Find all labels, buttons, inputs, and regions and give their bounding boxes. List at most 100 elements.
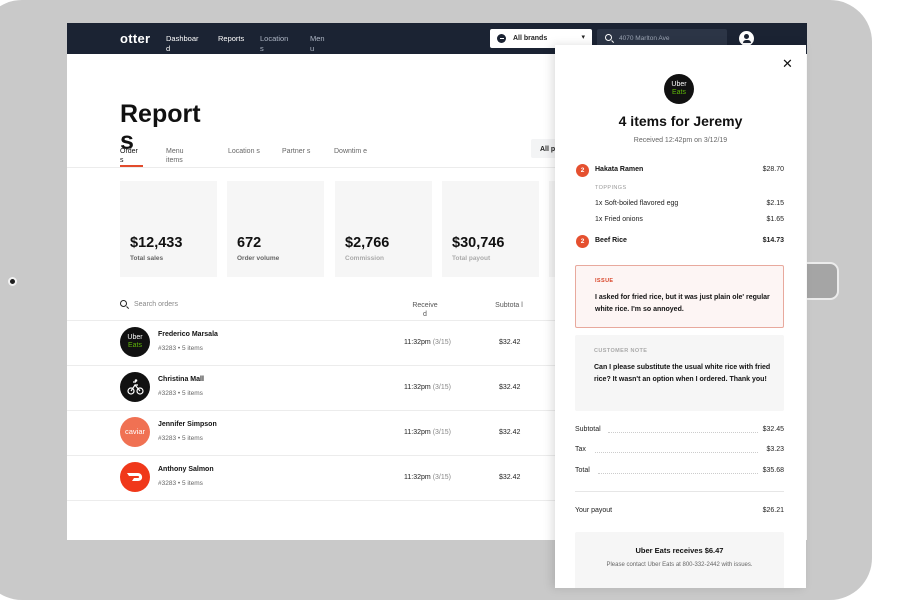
modifier-price: $1.65 (766, 216, 784, 223)
row-divider (67, 365, 557, 366)
payout-value: $26.21 (762, 507, 784, 514)
tab-orders[interactable]: Order s (120, 148, 138, 164)
column-subtotal[interactable]: Subtota l (495, 302, 523, 309)
date-value: (3/15) (432, 429, 451, 436)
kpi-order-volume: 672 Order volume (227, 181, 324, 277)
doordash-icon (127, 473, 143, 481)
received-time: 11:32pm (3/15) (404, 429, 451, 436)
kpi-value: $30,746 (452, 235, 505, 251)
brands-icon (497, 34, 506, 43)
tax-label: Tax (575, 446, 586, 453)
location-search-placeholder: 4070 Marlton Ave (619, 35, 670, 42)
tax-value: $3.23 (766, 446, 784, 453)
location-search[interactable]: 4070 Marlton Ave (597, 29, 727, 48)
partner-contact-text: Please contact Uber Eats at 800-332-2442… (606, 562, 753, 568)
toppings-label: TOPPINGS (595, 185, 627, 191)
nav-locations[interactable]: Location s (260, 34, 289, 53)
column-received[interactable]: Receive d (412, 302, 438, 318)
row-divider (67, 455, 557, 456)
item-price: $14.73 (762, 237, 784, 244)
customer-note-label: CUSTOMER NOTE (594, 348, 648, 354)
subtotal-value: $32.45 (762, 426, 784, 433)
camera-dot (8, 277, 17, 286)
kpi-value: $2,766 (345, 235, 390, 251)
date-value: (3/15) (432, 339, 451, 346)
active-tab-indicator (120, 165, 143, 167)
customer-name: Anthony Salmon (158, 466, 214, 473)
issue-label: ISSUE (595, 278, 614, 284)
uber-eats-logo: Uber Eats (120, 327, 150, 357)
time-value: 11:32pm (404, 429, 431, 436)
summary-divider (575, 491, 784, 492)
caviar-logo-text: caviar (124, 427, 145, 436)
order-title: 4 items for Jeremy (618, 113, 743, 129)
tab-locations[interactable]: Location s (228, 148, 260, 155)
payout-label: Your payout (575, 507, 613, 514)
customer-name: Christina Mall (158, 376, 204, 383)
total-value: $35.68 (762, 467, 784, 474)
tab-downtime[interactable]: Downtim e (334, 148, 368, 155)
issue-text: I asked for fried rice, but it was just … (595, 294, 770, 313)
tabs-divider (67, 167, 557, 168)
kpi-commission: $2,766 Commission (335, 181, 432, 277)
issue-box: ISSUE I asked for fried rice, but it was… (575, 265, 784, 328)
time-value: 11:32pm (404, 339, 431, 346)
kpi-value: 672 (237, 235, 262, 251)
delivery-scooter-icon (127, 379, 144, 395)
table-header-divider (67, 320, 557, 321)
date-value: (3/15) (432, 474, 451, 481)
kpi-total-payout: $30,746 Total payout (442, 181, 539, 277)
customer-name: Frederico Marsala (158, 331, 218, 338)
item-price: $28.70 (762, 166, 784, 173)
nav-dashboard[interactable]: Dashboar d (166, 34, 199, 53)
order-search-input[interactable]: Search orders (134, 301, 178, 308)
kpi-label: Order volume (237, 255, 280, 262)
nav-menu[interactable]: Men u (310, 34, 325, 53)
modifier-name: 1x Fried onions (595, 216, 643, 223)
row-divider (67, 500, 557, 501)
table-row[interactable]: caviar Jennifer Simpson #3283 • 5 items … (67, 411, 557, 455)
order-meta: #3283 • 5 items (158, 435, 203, 442)
nav-reports[interactable]: Reports (218, 34, 245, 43)
tab-menu-items[interactable]: Menu items (166, 148, 184, 164)
partner-receives-box: Uber Eats receives $6.47 Please contact … (575, 532, 784, 588)
kpi-label: Commission (345, 255, 385, 262)
uber-eats-logo-text: Uber Eats (127, 334, 143, 349)
kpi-label: Total payout (452, 255, 491, 262)
close-icon[interactable]: ✕ (782, 56, 793, 71)
order-meta: #3283 • 5 items (158, 390, 203, 397)
kpi-total-sales: $12,433 Total sales (120, 181, 217, 277)
uber-eats-logo-text: Uber Eats (671, 81, 687, 96)
table-row[interactable]: Christina Mall #3283 • 5 items 11:32pm (… (67, 366, 557, 410)
customer-name: Jennifer Simpson (158, 421, 217, 428)
brands-dropdown[interactable]: All brands ▾ (490, 29, 592, 48)
subtotal-label: Subtotal (575, 426, 601, 433)
partner-receives-title: Uber Eats receives $6.47 (635, 546, 724, 555)
order-meta: #3283 • 5 items (158, 345, 203, 352)
profile-icon[interactable] (739, 31, 754, 46)
item-name: Hakata Ramen (595, 166, 644, 173)
table-row[interactable]: Uber Eats Frederico Marsala #3283 • 5 ite… (67, 321, 557, 365)
tab-partners[interactable]: Partner s (282, 148, 311, 155)
dotted-leader (608, 432, 758, 433)
chevron-down-icon: ▾ (581, 34, 585, 41)
otter-logo[interactable]: otter (120, 31, 151, 46)
table-row[interactable]: Anthony Salmon #3283 • 5 items 11:32pm (… (67, 456, 557, 500)
quantity-badge: 2 (576, 235, 589, 248)
brands-label: All brands (513, 35, 548, 42)
doordash-logo (120, 462, 150, 492)
modifier-price: $2.15 (766, 200, 784, 207)
received-time: 11:32pm (3/15) (404, 339, 451, 346)
dotted-leader (595, 452, 758, 453)
date-value: (3/15) (432, 384, 451, 391)
subtotal-value: $32.42 (499, 429, 521, 436)
received-time: 11:32pm (3/15) (404, 474, 451, 481)
kpi-label: Total sales (130, 255, 164, 262)
caviar-logo: caviar (120, 417, 150, 447)
order-received-time: Received 12:42pm on 3/12/19 (633, 137, 728, 144)
kpi-value: $12,433 (130, 235, 183, 251)
kpi-partial-card (549, 181, 559, 277)
filter-dropdown[interactable]: All p (531, 139, 561, 158)
quantity-badge: 2 (576, 164, 589, 177)
subtotal-value: $32.42 (499, 384, 521, 391)
